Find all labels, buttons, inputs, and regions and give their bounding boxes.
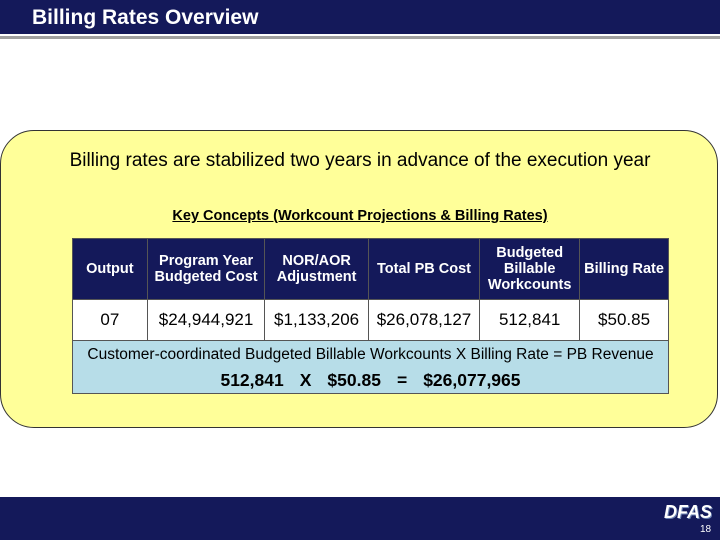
header-rule (0, 36, 720, 39)
column-header: NOR/AOR Adjustment (264, 238, 369, 300)
billing-table: Output Program Year Budgeted Cost NOR/AOR … (72, 238, 669, 394)
header-bar (0, 0, 720, 34)
equation-term: $50.85 (327, 369, 381, 390)
table-cell: 07 (72, 299, 148, 341)
table-cell: $1,133,206 (264, 299, 369, 341)
column-header: Total PB Cost (367, 238, 481, 300)
table-cell: 512,841 (479, 299, 581, 341)
column-header: Program Year Budgeted Cost (146, 238, 266, 300)
value-row: 07 $24,944,921 $1,133,206 $26,078,127 512,84… (72, 299, 669, 341)
intro-text: Billing rates are stabilized two years i… (69, 150, 651, 171)
equation-term: 512,841 (220, 369, 284, 390)
logo: DFAS (664, 502, 713, 522)
header-row: Output Program Year Budgeted Cost NOR/AOR … (72, 238, 669, 300)
formula-equation: 512,841 X $50.85 = $26,077,965 (73, 370, 668, 391)
table-cell: $24,944,921 (146, 299, 266, 341)
footer-bar (0, 497, 720, 540)
column-header: Output (72, 238, 148, 300)
formula-row: Customer-coordinated Budgeted Billable W… (72, 340, 669, 394)
table-cell: $26,078,127 (367, 299, 481, 341)
equation-term: $26,077,965 (423, 369, 521, 390)
subtitle: Key Concepts (Workcount Projections & Bi… (172, 208, 548, 224)
page-number: 18 (700, 524, 712, 535)
equation-term: X (299, 369, 312, 390)
formula-text: Customer-coordinated Budgeted Billable W… (87, 345, 654, 363)
table-cell: $50.85 (579, 299, 669, 341)
column-header: Budgeted Billable Workcounts (479, 238, 581, 300)
equation-term: = (396, 369, 408, 390)
column-header: Billing Rate (579, 238, 669, 300)
slide-title: Billing Rates Overview (32, 6, 259, 29)
formula-cell: Customer-coordinated Budgeted Billable W… (72, 340, 669, 394)
